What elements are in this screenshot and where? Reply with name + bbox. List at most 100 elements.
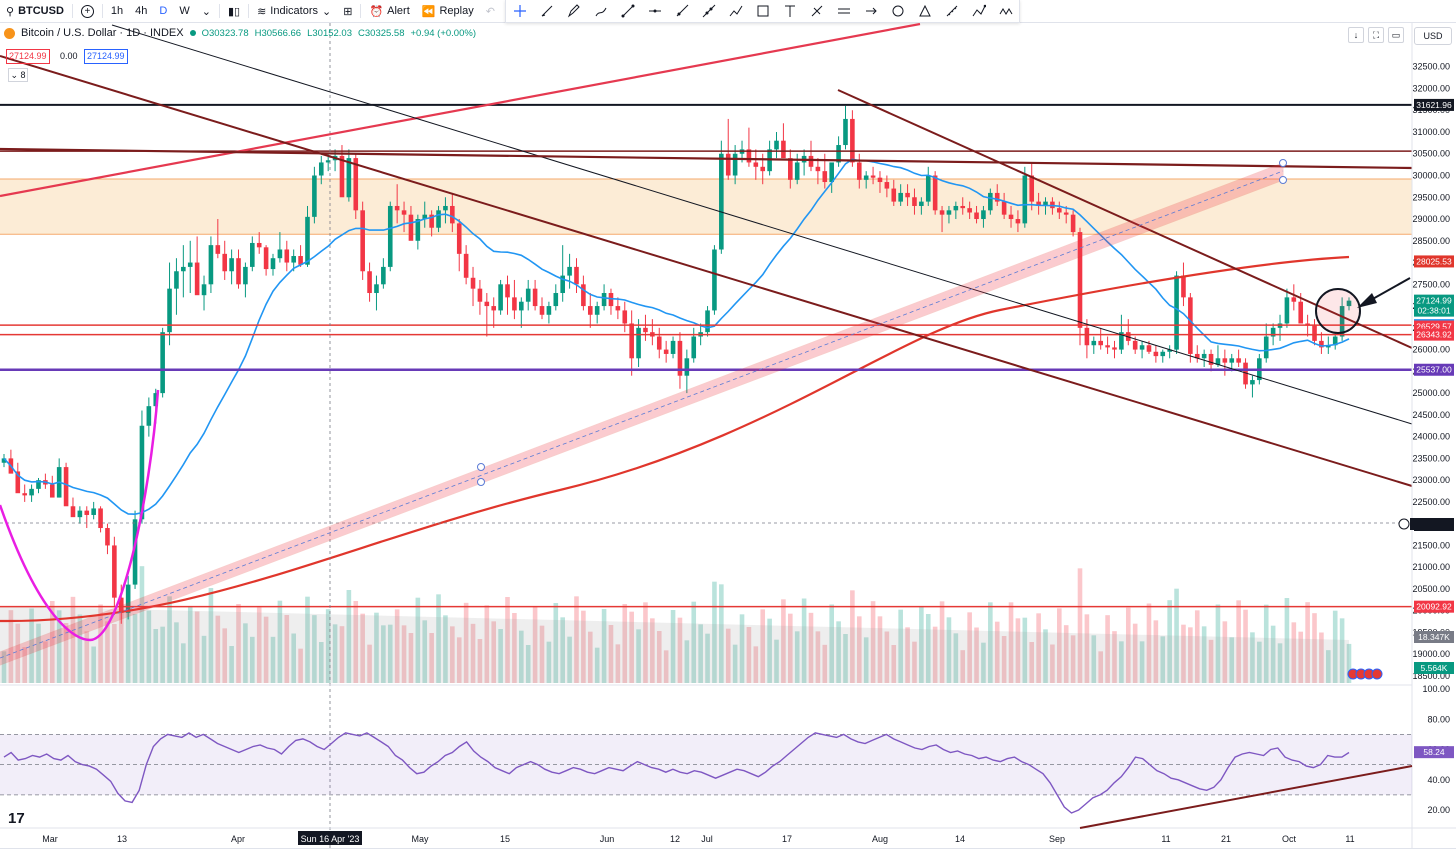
price-label-bg: [1414, 328, 1454, 341]
volume-bar: [960, 650, 966, 683]
grid-icon: ⊞: [343, 5, 353, 18]
volume-bar: [981, 642, 986, 683]
volume-bar: [739, 614, 745, 683]
volume-bar: [84, 631, 90, 683]
channel-median: [0, 170, 1284, 659]
volume-bar: [250, 636, 255, 683]
interval-4h[interactable]: 4h: [135, 5, 148, 17]
volume-bar: [146, 610, 152, 683]
price-tick-label: 31000.00: [1412, 127, 1450, 137]
bottom-bar: [0, 848, 1456, 862]
zigzag-tool[interactable]: [997, 3, 1015, 19]
candle-body: [305, 216, 310, 265]
symbol-search[interactable]: ⚲ BTCUSD: [0, 0, 70, 22]
arrow-tool[interactable]: [862, 3, 880, 19]
price-tick-label: 30500.00: [1412, 149, 1450, 159]
rsi-tick-label: 80.00: [1427, 714, 1450, 724]
candle-body: [587, 306, 593, 315]
layouts-button[interactable]: ⊞: [337, 0, 358, 22]
horizontal-line-tool[interactable]: [646, 3, 664, 19]
alert-button[interactable]: ⏰ Alert: [363, 0, 415, 22]
interval-w[interactable]: W: [179, 5, 190, 17]
pen-tool[interactable]: [565, 3, 583, 19]
arrow-down-icon[interactable]: ↓: [1348, 27, 1364, 43]
path-tool[interactable]: [727, 3, 745, 19]
volume-label: 18.347K: [1418, 632, 1450, 642]
brush-tool[interactable]: [538, 3, 556, 19]
volume-bar: [1263, 604, 1269, 683]
interval-d[interactable]: D: [159, 5, 168, 17]
chart-type-button[interactable]: ▮▯: [222, 0, 246, 22]
trendline-tool[interactable]: [619, 3, 637, 19]
projection-tool[interactable]: [970, 3, 988, 19]
volume-bar: [532, 606, 538, 683]
rectangle-tool[interactable]: [754, 3, 772, 19]
anchor-handle: [1279, 176, 1287, 184]
circle-tool[interactable]: [889, 3, 907, 19]
volume-bar: [753, 646, 759, 683]
candle-body: [532, 288, 538, 307]
indicators-button[interactable]: ≋ Indicators ⌄: [251, 0, 337, 22]
candle-body: [263, 247, 269, 270]
replay-button[interactable]: ⏪ Replay: [416, 0, 480, 22]
candle-body: [208, 245, 214, 285]
maroon-trendline: [0, 55, 1413, 487]
drawings: 17: [0, 23, 1456, 848]
crosshair-tool[interactable]: [511, 3, 529, 19]
volume-bar: [691, 601, 697, 683]
candle-body: [436, 210, 441, 228]
volume-bar: [574, 596, 579, 683]
volume-bar: [539, 625, 545, 683]
candle-body: [884, 182, 890, 189]
volume-bar: [1022, 617, 1028, 683]
volume-bar: [1174, 588, 1179, 683]
ray-tool[interactable]: [673, 3, 691, 19]
fullscreen-icon[interactable]: ⛶: [1368, 27, 1384, 43]
indicators-icon: ≋: [257, 5, 267, 18]
volume-bar: [719, 584, 724, 683]
channel-tool[interactable]: [835, 3, 853, 19]
interval-1h[interactable]: 1h: [110, 5, 124, 17]
volume-bar: [415, 597, 421, 683]
currency-selector[interactable]: USD: [1414, 27, 1452, 45]
extended-line-tool[interactable]: [700, 3, 718, 19]
candle-body: [1146, 345, 1152, 352]
pitchfork-tool[interactable]: [808, 3, 826, 19]
undo-button[interactable]: ↶: [480, 0, 501, 22]
volume-bar: [1236, 600, 1241, 683]
candle-body: [684, 358, 690, 376]
volume-bar: [774, 639, 779, 683]
volume-bar: [822, 644, 828, 683]
candle-body: [1098, 340, 1103, 346]
interval-dropdown[interactable]: ⌄: [196, 0, 217, 22]
measure-tool[interactable]: [943, 3, 961, 19]
sell-price[interactable]: 27124.99: [6, 49, 50, 64]
price-label-bg: [1414, 98, 1454, 111]
volume-bar: [1194, 610, 1200, 683]
restore-icon[interactable]: ▭: [1388, 27, 1404, 43]
price-chart[interactable]: 1732500.0032000.0031500.0031000.0030500.…: [0, 23, 1456, 848]
buy-price[interactable]: 27124.99: [84, 49, 128, 64]
volume-bar: [988, 602, 993, 683]
rsi-tick-label: 100.00: [1422, 684, 1450, 694]
volume-bar: [1077, 568, 1083, 683]
volume-bar: [443, 615, 448, 683]
candle-body: [967, 208, 972, 213]
indicator-collapse-toggle[interactable]: ⌄ 8: [8, 68, 28, 82]
volume-bar: [1339, 618, 1345, 683]
candle-body: [491, 306, 497, 311]
volume-bar: [1139, 641, 1145, 683]
volume-bar: [512, 613, 517, 683]
candle-body: [925, 175, 931, 202]
volume-bar: [946, 617, 952, 683]
triangle-tool[interactable]: [916, 3, 934, 19]
highlighter-tool[interactable]: [592, 3, 610, 19]
compare-button[interactable]: +: [75, 0, 100, 22]
volume-bar: [1243, 609, 1248, 683]
volume-bar: [1270, 625, 1276, 683]
volume-bar: [1, 651, 7, 683]
text-tool[interactable]: [781, 3, 799, 19]
volume-bar: [725, 628, 731, 683]
volume-bar: [56, 610, 62, 683]
time-tick-label: 21: [1221, 834, 1231, 844]
